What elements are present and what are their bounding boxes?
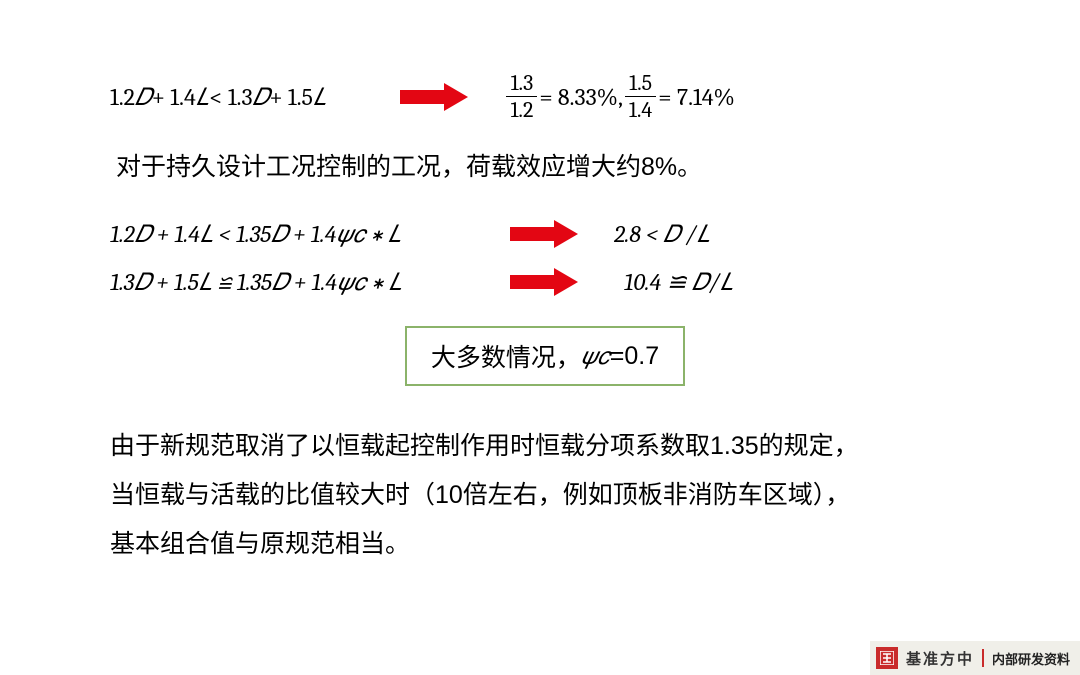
company-logo-icon [876,647,898,669]
equation-row-3: 1.3𝐷 + 1.5𝐿 ≌ 1.35𝐷 + 1.4𝜓𝑐 ∗ 𝐿 10.4 ≌ 𝐷… [110,268,980,296]
equation-row-2: 1.2𝐷 + 1.4𝐿 < 1.35𝐷 + 1.4𝜓𝑐 ∗ 𝐿 2.8 < 𝐷 … [110,220,980,248]
footer: 基准方中 内部研发资料 [870,641,1080,675]
footer-separator [982,649,984,667]
arrow-icon [510,268,580,296]
equation-right-2: 2.8 < 𝐷 /𝐿 [614,220,710,248]
psi-highlight-box: 大多数情况， 𝜓𝑐 =0.7 [405,326,685,386]
para-line-3: 基本组合值与原规范相当。 [110,520,980,569]
box-symbol: 𝜓𝑐 [581,342,610,370]
equation-left-2: 1.2𝐷 + 1.4𝐿 < 1.35𝐷 + 1.4𝜓𝑐 ∗ 𝐿 [110,220,490,248]
arrow-icon [510,220,580,248]
slide-body: 1.2𝐷 + 1.4𝐿 < 1.3𝐷 + 1.5𝐿 1.31.2 = 8.33%… [0,0,1080,568]
highlight-box-row: 大多数情况， 𝜓𝑐 =0.7 [110,326,980,386]
footer-brand: 基准方中 [906,648,974,669]
equation-left-3: 1.3𝐷 + 1.5𝐿 ≌ 1.35𝐷 + 1.4𝜓𝑐 ∗ 𝐿 [110,268,490,296]
box-text-c: =0.7 [610,342,659,371]
arrow-icon [400,83,470,111]
equation-right-3: 10.4 ≌ 𝐷/𝐿 [624,268,733,296]
equation-left-1: 1.2𝐷 + 1.4𝐿 < 1.3𝐷 + 1.5𝐿 [110,83,326,111]
box-text-a: 大多数情况， [431,338,581,374]
footer-tag: 内部研发资料 [992,649,1070,668]
equation-row-1: 1.2𝐷 + 1.4𝐿 < 1.3𝐷 + 1.5𝐿 1.31.2 = 8.33%… [110,70,980,123]
para-line-1: 由于新规范取消了以恒载起控制作用时恒载分项系数取1.35的规定， [110,422,980,471]
text-line-1: 对于持久设计工况控制的工况，荷载效应增大约8%。 [110,145,980,190]
paragraph: 由于新规范取消了以恒载起控制作用时恒载分项系数取1.35的规定， 当恒载与活载的… [110,422,980,568]
para-line-2: 当恒载与活载的比值较大时（10倍左右，例如顶板非消防车区域）， [110,471,980,520]
equation-right-1: 1.31.2 = 8.33%, 1.51.4 = 7.14% [504,70,734,123]
